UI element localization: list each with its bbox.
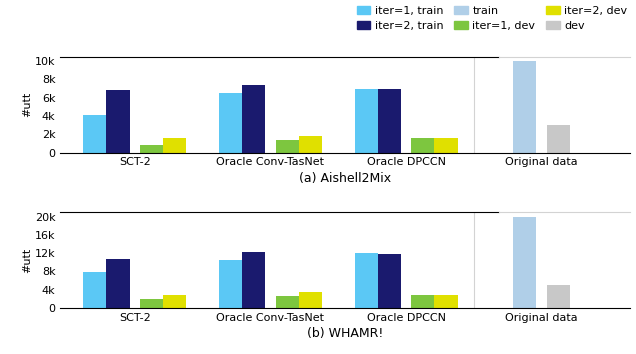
- Bar: [513, 61, 536, 153]
- Bar: [219, 93, 242, 153]
- Bar: [411, 295, 434, 308]
- Bar: [83, 115, 106, 153]
- Bar: [299, 292, 322, 308]
- Bar: [547, 125, 570, 153]
- Bar: [299, 136, 322, 153]
- Bar: [276, 296, 299, 308]
- Bar: [242, 252, 265, 308]
- Bar: [242, 85, 265, 153]
- Bar: [378, 88, 401, 153]
- Bar: [106, 259, 130, 308]
- Bar: [378, 254, 401, 308]
- Bar: [434, 295, 457, 308]
- Bar: [141, 299, 163, 308]
- Legend: iter=1, train, iter=2, train, train, iter=1, dev, iter=2, dev, dev: iter=1, train, iter=2, train, train, ite…: [357, 6, 627, 31]
- Bar: [106, 90, 130, 153]
- Y-axis label: #utt: #utt: [22, 92, 32, 117]
- Bar: [411, 138, 434, 153]
- X-axis label: (b) WHAMR!: (b) WHAMR!: [307, 327, 384, 340]
- Bar: [434, 138, 457, 153]
- Bar: [276, 140, 299, 153]
- Bar: [354, 253, 378, 308]
- Bar: [513, 217, 536, 308]
- X-axis label: (a) Aishell2Mix: (a) Aishell2Mix: [299, 172, 391, 184]
- Bar: [219, 260, 242, 308]
- Bar: [141, 145, 163, 153]
- Bar: [163, 295, 186, 308]
- Bar: [83, 272, 106, 308]
- Y-axis label: #utt: #utt: [22, 247, 32, 273]
- Bar: [163, 138, 186, 153]
- Bar: [354, 88, 378, 153]
- Bar: [547, 285, 570, 308]
